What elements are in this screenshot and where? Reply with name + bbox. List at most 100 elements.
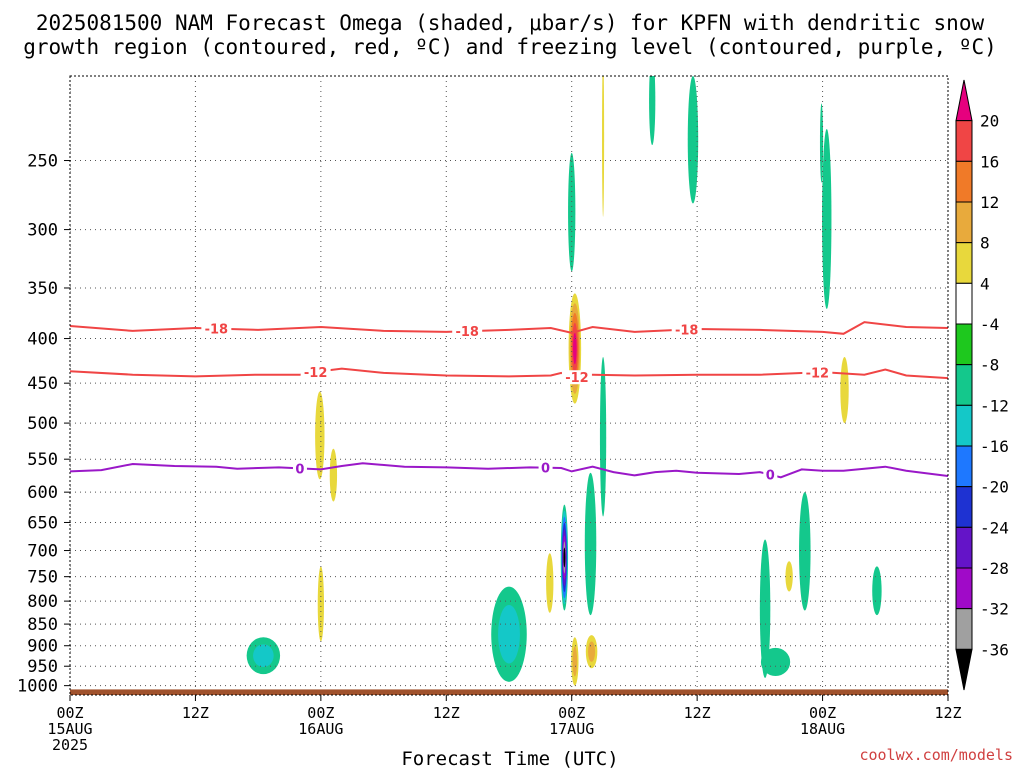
omega-shade: [329, 448, 338, 502]
y-tick-label: 350: [27, 279, 58, 299]
colorbar-swatch: [955, 364, 973, 406]
plot-area: -18 -18 -18 -12 -12 -12 0 0 0: [70, 76, 948, 695]
colorbar-swatch: [955, 608, 973, 650]
omega-shade: [819, 103, 824, 183]
omega-shade: [253, 644, 274, 668]
omega-feature: [315, 391, 325, 480]
contour-label: 0: [541, 462, 550, 477]
x-tick-label: 00Z: [558, 704, 585, 722]
contour-label: -12: [806, 366, 830, 381]
colorbar-label: -20: [980, 478, 1009, 497]
omega-shade: [785, 561, 793, 592]
colorbar-label: -28: [980, 559, 1009, 578]
x-tick-label: 12Z: [182, 704, 209, 722]
contour-label-bg: [802, 365, 833, 380]
contour-line: [70, 321, 948, 335]
contour-label: 0: [766, 469, 775, 484]
colorbar-swatch: [955, 445, 973, 488]
omega-shade: [573, 332, 577, 365]
omega-feature: [584, 472, 597, 616]
plot-frame: [69, 75, 949, 696]
omega-feature: [687, 76, 699, 204]
omega-feature: [571, 637, 579, 686]
watermark: coolwx.com/models: [859, 746, 1013, 764]
chart-title: 2025081500 NAM Forecast Omega (shaded, μ…: [23, 11, 997, 59]
colorbar-swatch: [955, 486, 973, 528]
omega-shade: [687, 76, 699, 204]
omega-shade: [498, 604, 520, 664]
y-tick-label: 450: [27, 374, 58, 394]
colorbar-label: 20: [980, 112, 999, 131]
x-tick-label: 12Z: [934, 704, 961, 722]
contour-label-bg: [763, 467, 778, 482]
omega-shade: [546, 553, 554, 613]
x-tick-label: 18AUG: [800, 720, 845, 738]
omega-shade: [317, 566, 324, 642]
contour-label-bg: [561, 370, 592, 385]
x-tick-label: 15AUG: [47, 720, 92, 738]
omega-feature: [491, 586, 527, 682]
omega-shade: [759, 539, 771, 678]
colorbar-swatch: [955, 282, 973, 325]
x-tick-label: 2025: [52, 736, 88, 754]
omega-feature: [546, 553, 554, 613]
omega-shade: [799, 492, 811, 611]
chart-title-line-1: 2025081500 NAM Forecast Omega (shaded, μ…: [36, 11, 985, 35]
omega-shade: [840, 357, 849, 424]
x-tick-label: 16AUG: [298, 720, 343, 738]
colorbar-swatch: [955, 201, 973, 244]
contour-label-bg: [671, 322, 702, 337]
colorbar-legend: 20 16 12 8 4 -4 -8 -12 -16 -20 -24 -28 -32 -36: [955, 79, 1009, 691]
contour-label-bg: [201, 321, 232, 336]
colorbar-label: -32: [980, 600, 1009, 619]
colorbar-label: -8: [980, 356, 999, 375]
y-tick-label: 800: [27, 592, 58, 612]
y-axis: 2503003504004505005506006507007508008509…: [17, 152, 70, 697]
omega-shade: [649, 76, 656, 146]
contour-lines: -18 -18 -18 -12 -12 -12 0 0 0: [70, 321, 948, 484]
y-tick-label: 550: [27, 450, 58, 470]
colorbar-label: -16: [980, 437, 1009, 456]
colorbar-swatch: [955, 323, 973, 366]
colorbar-label: -24: [980, 518, 1009, 537]
omega-feature: [759, 539, 771, 678]
omega-shade: [872, 566, 882, 616]
contour-label-bg: [300, 365, 331, 380]
omega-feature: [872, 566, 882, 616]
x-tick-label: 00Z: [307, 704, 334, 722]
colorbar-label: 12: [980, 193, 999, 212]
y-tick-label: 1000: [17, 677, 58, 697]
omega-shade: [563, 547, 566, 568]
x-axis-label: Forecast Time (UTC): [401, 748, 618, 768]
y-tick-label: 700: [27, 542, 58, 562]
omega-shade: [760, 647, 791, 677]
x-tick-label: 00Z: [56, 704, 83, 722]
colorbar-label: -4: [980, 315, 999, 334]
y-tick-label: 600: [27, 483, 58, 503]
colorbar-label: 8: [980, 234, 990, 253]
omega-shade: [568, 152, 576, 272]
colorbar-swatch: [955, 526, 973, 569]
ground-surface: [70, 689, 948, 695]
y-tick-label: 300: [27, 221, 58, 241]
colorbar-swatch: [955, 242, 973, 284]
omega-shade: [822, 128, 832, 310]
colorbar-swatch: [955, 648, 973, 691]
omega-shade: [588, 641, 596, 662]
omega-feature: [602, 76, 605, 217]
contour-label: -12: [304, 366, 328, 381]
contour-label-bg: [452, 324, 483, 339]
colorbar-label: 4: [980, 274, 990, 293]
y-tick-label: 900: [27, 637, 58, 657]
y-tick-label: 250: [27, 152, 58, 172]
omega-feature: [329, 448, 338, 502]
colorbar-swatch: [955, 79, 973, 122]
x-tick-label: 12Z: [433, 704, 460, 722]
contour-label: -12: [565, 371, 589, 386]
y-tick-label: 950: [27, 657, 58, 677]
contour-line: [70, 462, 948, 479]
omega-shade: [584, 472, 597, 616]
